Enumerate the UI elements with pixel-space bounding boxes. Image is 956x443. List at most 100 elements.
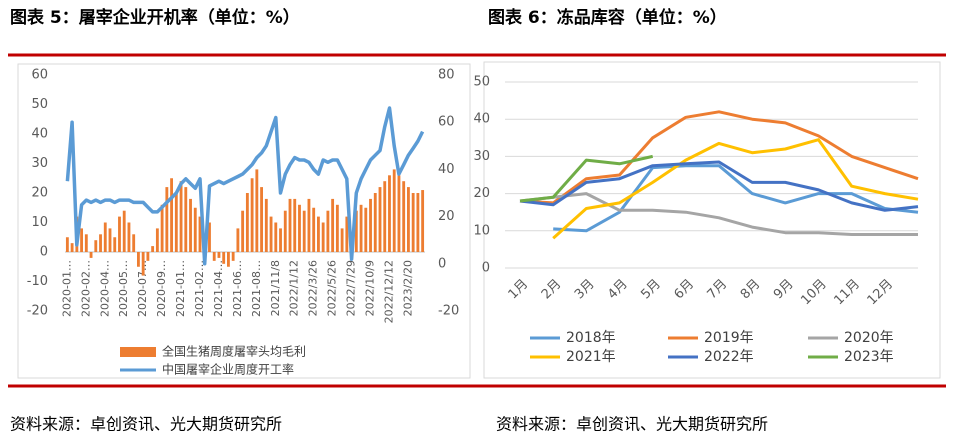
bar	[312, 207, 316, 252]
bar	[137, 252, 140, 267]
bar	[198, 216, 202, 252]
bar	[260, 187, 263, 252]
bar	[402, 181, 406, 252]
line-series	[519, 110, 919, 205]
bar	[354, 210, 358, 252]
bar	[255, 169, 259, 252]
bar	[132, 234, 136, 252]
bar	[65, 237, 69, 252]
y-tick-label: 20	[473, 186, 490, 201]
bar	[222, 252, 226, 264]
y-tick-label: 50	[31, 97, 48, 112]
x-tick-label: 2021-04…	[212, 260, 225, 317]
bar	[345, 216, 349, 252]
bar	[113, 237, 117, 252]
bar	[208, 222, 211, 252]
bar	[307, 198, 311, 252]
x-tick-label: 2020-04…	[98, 260, 111, 317]
bar	[397, 175, 401, 252]
y2-tick-label: 20	[438, 209, 455, 224]
bar	[241, 210, 245, 252]
legend-label: 2022年	[704, 349, 754, 365]
x-tick-label: 2021-08…	[250, 260, 263, 317]
bar	[416, 193, 420, 252]
bar	[155, 228, 159, 252]
bar	[80, 228, 83, 252]
line-series	[519, 192, 918, 236]
bar	[141, 252, 145, 276]
y-tick-label: 60	[31, 68, 48, 83]
line-series	[65, 106, 425, 266]
bar	[170, 178, 173, 252]
y2-tick-label: 80	[438, 68, 455, 83]
bar	[411, 193, 415, 252]
bar	[151, 246, 155, 252]
x-tick-label: 2022/5/26	[326, 260, 339, 316]
bar	[179, 181, 183, 252]
bar	[373, 193, 377, 252]
y-tick-label: 10	[31, 215, 48, 230]
y-tick-label: 40	[31, 127, 48, 142]
legend-label: 2023年	[844, 349, 894, 365]
chart-title: 图表 5：屠宰企业开机率（单位：%）	[10, 7, 300, 28]
legend-label: 中国屠宰企业周度开工率	[162, 362, 294, 377]
y-tick-label: 40	[473, 112, 490, 127]
bar	[293, 198, 297, 252]
bar	[274, 222, 278, 252]
x-tick-label: 2020-05…	[117, 260, 130, 317]
legend-label: 2019年	[704, 330, 754, 346]
bar	[388, 175, 391, 252]
bar	[364, 207, 368, 252]
bar	[264, 198, 268, 252]
bar	[335, 204, 339, 252]
x-tick-label: 2022/10/9	[364, 260, 377, 316]
bar	[236, 228, 240, 252]
y2-tick-label: -20	[438, 304, 459, 319]
y-tick-label: -20	[27, 304, 48, 319]
legend-label: 2021年	[566, 349, 616, 365]
bar	[298, 204, 301, 252]
y-tick-label: 0	[482, 261, 490, 276]
bar	[279, 228, 282, 252]
bar	[269, 216, 273, 252]
bar	[118, 216, 121, 252]
bar	[184, 187, 188, 252]
bar	[317, 216, 320, 252]
legend-label: 2020年	[844, 330, 894, 346]
bar	[331, 198, 335, 252]
x-tick-label: 2022/1/12	[288, 260, 301, 316]
x-tick-label: 2021/11/8	[269, 260, 282, 316]
y-tick-label: 0	[40, 245, 48, 260]
y-tick-label: 30	[473, 149, 490, 164]
bar	[231, 252, 235, 261]
bar	[217, 252, 221, 258]
bar	[94, 240, 98, 252]
x-tick-label: 2021-02…	[193, 260, 206, 317]
bar	[165, 187, 169, 252]
source: 资料来源：卓创资讯、光大期货研究所	[10, 415, 282, 434]
bar	[160, 204, 164, 252]
chart-title: 图表 6：冻品库容（单位：%）	[488, 7, 727, 28]
bar	[122, 210, 126, 252]
bar	[383, 181, 387, 252]
source: 资料来源：卓创资讯、光大期货研究所	[496, 415, 768, 434]
bar	[189, 198, 192, 252]
bar	[407, 187, 410, 252]
bar	[84, 234, 88, 252]
bar	[212, 252, 216, 261]
line-series	[552, 138, 919, 240]
x-tick-label: 2022/3/26	[307, 260, 320, 316]
bar	[99, 234, 102, 252]
bar	[288, 198, 292, 252]
y-tick-label: 10	[473, 223, 490, 238]
bar	[174, 193, 178, 252]
x-tick-label: 2023/2/20	[401, 260, 414, 316]
bar	[421, 190, 425, 252]
bar	[245, 193, 249, 252]
legend-swatch	[120, 347, 156, 357]
x-tick-label: 2022/7/29	[345, 260, 358, 316]
bar	[326, 210, 330, 252]
bar	[392, 169, 396, 252]
y-tick-label: -10	[27, 274, 48, 289]
